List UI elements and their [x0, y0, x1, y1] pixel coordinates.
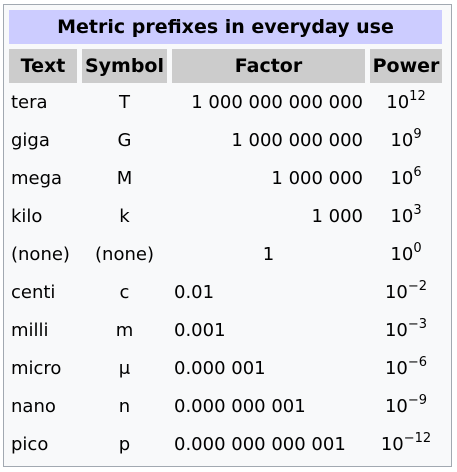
prefix-power-cell: 100 — [370, 235, 442, 273]
table-row: kilo k 1 000 103 — [9, 197, 442, 235]
prefix-factor-cell: 0.001 — [174, 319, 226, 341]
table-caption: Metric prefixes in everyday use — [9, 10, 442, 49]
header-text: Text — [9, 49, 77, 83]
prefix-symbol-cell: μ — [118, 357, 131, 379]
power-exponent: −2 — [407, 278, 428, 294]
power-base: 10 — [384, 357, 408, 379]
prefix-text-cell: pico — [11, 433, 49, 455]
prefix-power-cell: 10−9 — [370, 387, 442, 425]
table-row: (none) (none) 1 100 — [9, 235, 442, 273]
table-row: mega M 1 000 000 106 — [9, 159, 442, 197]
prefix-symbol-cell: c — [119, 281, 130, 303]
table-row: nano n 0.000 000 001 10−9 — [9, 387, 442, 425]
power-base: 10 — [390, 129, 414, 151]
prefix-text-cell: milli — [11, 319, 49, 341]
prefix-text-cell: (none) — [11, 243, 70, 265]
prefix-factor-cell: 0.01 — [174, 281, 215, 303]
power-base: 10 — [384, 281, 408, 303]
prefix-power-cell: 103 — [370, 197, 442, 235]
table-row: micro μ 0.000 001 10−6 — [9, 349, 442, 387]
power-base: 10 — [390, 243, 414, 265]
table-row: centi c 0.01 10−2 — [9, 273, 442, 311]
prefix-power-cell: 10−3 — [370, 311, 442, 349]
power-base: 10 — [386, 91, 410, 113]
power-base: 10 — [384, 395, 408, 417]
table-row: pico p 0.000 000 000 001 10−12 — [9, 425, 442, 463]
power-base: 10 — [384, 319, 408, 341]
header-row: Text Symbol Factor Power — [9, 49, 442, 83]
prefix-rows: tera T 1 000 000 000 000 1012 giga G 1 000 000… — [9, 83, 442, 463]
prefix-text-cell: centi — [11, 281, 56, 303]
prefix-factor-cell: 0.000 000 000 001 — [174, 433, 346, 455]
caption-row: Metric prefixes in everyday use — [9, 10, 442, 49]
power-exponent: 6 — [413, 164, 422, 180]
prefix-symbol-cell: G — [117, 129, 132, 151]
power-exponent: −12 — [403, 430, 432, 446]
power-exponent: 3 — [413, 202, 422, 218]
header-factor: Factor — [172, 49, 365, 83]
prefix-text-cell: kilo — [11, 205, 43, 227]
power-exponent: 12 — [409, 88, 426, 104]
prefix-factor-cell: 0.000 000 001 — [174, 395, 306, 417]
power-exponent: 9 — [413, 126, 422, 142]
prefix-factor-cell: 1 — [262, 243, 275, 265]
power-base: 10 — [380, 433, 404, 455]
table-row: tera T 1 000 000 000 000 1012 — [9, 83, 442, 121]
prefix-text-cell: mega — [11, 167, 63, 189]
prefix-factor-cell: 1 000 — [311, 205, 363, 227]
metric-prefix-table: Metric prefixes in everyday use Text Sym… — [9, 10, 442, 463]
power-base: 10 — [390, 167, 414, 189]
prefix-symbol-cell: p — [118, 433, 131, 455]
prefix-factor-cell: 1 000 000 000 — [231, 129, 363, 151]
power-exponent: −9 — [407, 392, 428, 408]
header-power: Power — [370, 49, 442, 83]
table-row: milli m 0.001 10−3 — [9, 311, 442, 349]
prefix-symbol-cell: T — [119, 91, 130, 113]
prefix-symbol-cell: n — [118, 395, 131, 417]
prefix-text-cell: nano — [11, 395, 56, 417]
prefix-text-cell: tera — [11, 91, 48, 113]
prefix-power-cell: 10−6 — [370, 349, 442, 387]
table-row: giga G 1 000 000 000 109 — [9, 121, 442, 159]
prefix-factor-cell: 1 000 000 000 000 — [191, 91, 363, 113]
power-exponent: −6 — [407, 354, 428, 370]
prefix-factor-cell: 1 000 000 — [271, 167, 363, 189]
prefix-power-cell: 1012 — [370, 83, 442, 121]
prefix-symbol-cell: k — [119, 205, 130, 227]
prefix-factor-cell: 0.000 001 — [174, 357, 266, 379]
power-base: 10 — [390, 205, 414, 227]
prefix-table-frame: Metric prefixes in everyday use Text Sym… — [3, 4, 452, 467]
power-exponent: 0 — [413, 240, 422, 256]
prefix-text-cell: micro — [11, 357, 62, 379]
prefix-power-cell: 109 — [370, 121, 442, 159]
prefix-text-cell: giga — [11, 129, 50, 151]
header-symbol: Symbol — [82, 49, 167, 83]
prefix-power-cell: 106 — [370, 159, 442, 197]
prefix-symbol-cell: m — [115, 319, 134, 341]
prefix-symbol-cell: (none) — [95, 243, 154, 265]
prefix-symbol-cell: M — [116, 167, 133, 189]
prefix-power-cell: 10−2 — [370, 273, 442, 311]
prefix-power-cell: 10−12 — [370, 425, 442, 463]
power-exponent: −3 — [407, 316, 428, 332]
